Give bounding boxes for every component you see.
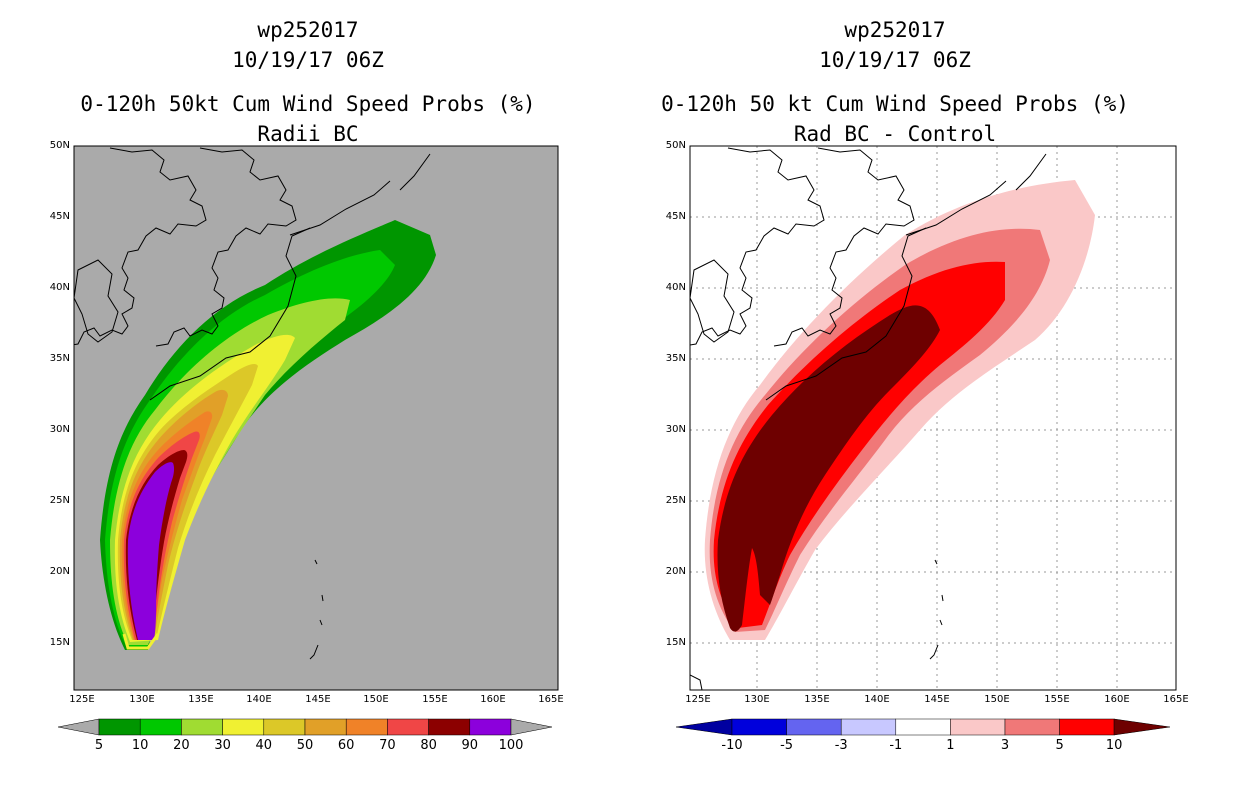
colorbar-swatch [181,718,223,736]
lat-label: 20N [49,566,70,577]
lon-label: 135E [188,694,214,705]
lon-label: 165E [1163,694,1189,705]
lon-label: 125E [685,694,711,705]
storm-id: wp252017 [257,18,359,42]
colorbar-swatch [731,718,787,736]
lon-label: 135E [804,694,830,705]
diff-10 [717,305,940,632]
lat-label: 35N [665,353,686,364]
colorbar-label: 20 [173,738,190,753]
lat-label: 40N [665,282,686,293]
colorbar-swatch [387,718,429,736]
lat-label: 15N [49,637,70,648]
lat-label: 50N [665,140,686,151]
colorbar-swatch [428,718,471,736]
lon-label: 165E [538,694,564,705]
lon-label: 155E [1044,694,1070,705]
colorbar-swatch [895,718,951,736]
difference-contours [690,147,1095,690]
colorbar-label: 100 [498,738,524,753]
lat-label: 25N [665,495,686,506]
right-map [689,145,1177,691]
lon-label: 140E [864,694,890,705]
colorbar-swatch [345,718,388,736]
colorbar-label: 80 [420,738,437,753]
lon-label: 150E [363,694,389,705]
contour-90 [127,462,175,640]
left-colorbar [57,718,553,736]
colorbar-label: 40 [255,738,273,753]
lon-label: 160E [1104,694,1130,705]
colorbar-swatch [469,718,512,736]
right-colorbar [675,718,1171,736]
lon-label: 140E [246,694,272,705]
init-time: 10/19/17 06Z [232,48,384,72]
init-time: 10/19/17 06Z [819,48,971,72]
right-panel-title: wp252017 10/19/17 06Z 0-120h 50 kt Cum W… [615,15,1175,149]
colorbar-label: 90 [461,738,479,753]
colorbar-swatch [786,718,842,736]
lat-label: 20N [665,566,686,577]
colorbar-label: -5 [780,738,794,753]
colorbar-label: 30 [214,738,231,753]
product-subtitle: Radii BC [257,122,359,146]
colorbar-label: 60 [337,738,355,753]
colorbar-swatch [304,718,347,736]
colorbar-swatch [950,718,1006,736]
lat-label: 30N [665,424,686,435]
colorbar-label: 5 [1055,738,1064,753]
lat-label: 45N [665,211,686,222]
lon-label: 155E [422,694,448,705]
contour-5 [100,220,436,650]
lat-label: 25N [49,495,70,506]
product-title: 0-120h 50 kt Cum Wind Speed Probs (%) [661,92,1129,116]
colorbar-label: 1 [946,738,955,753]
lon-label: 145E [305,694,331,705]
colorbar-swatch [222,718,265,736]
lat-label: 45N [49,211,70,222]
colorbar-label: 70 [379,738,396,753]
colorbar-label: 5 [94,738,104,753]
left-map [73,145,559,691]
colorbar-label: 10 [131,738,149,753]
lon-label: 130E [129,694,155,705]
colorbar-label: 50 [296,738,314,753]
lat-label: 40N [49,282,70,293]
probability-contours [74,147,436,660]
colorbar-label: 3 [1000,738,1010,753]
lon-label: 160E [480,694,506,705]
storm-id: wp252017 [844,18,946,42]
product-title: 0-120h 50kt Cum Wind Speed Probs (%) [80,92,536,116]
lat-label: 15N [665,637,686,648]
product-subtitle: Rad BC - Control [793,122,997,146]
lat-label: 35N [49,353,70,364]
colorbar-label: 10 [1105,738,1123,753]
lon-label: 150E [984,694,1010,705]
colorbar-swatch [98,718,141,736]
colorbar-swatch [840,718,897,736]
lat-label: 50N [49,140,70,151]
contour-edge-yellow [122,633,160,650]
colorbar-swatch [139,718,182,736]
lon-label: 125E [69,694,95,705]
colorbar-label: -10 [721,738,743,753]
coastlines [690,147,1047,690]
colorbar-swatch [263,718,306,736]
colorbar-swatch [1004,718,1060,736]
lon-label: 145E [924,694,950,705]
colorbar-swatch [1059,718,1115,736]
lat-label: 30N [49,424,70,435]
coastlines [74,147,431,660]
colorbar-label: -3 [834,738,848,753]
left-panel-title: wp252017 10/19/17 06Z 0-120h 50kt Cum Wi… [28,15,588,149]
colorbar-label: -1 [889,738,903,753]
lon-label: 130E [744,694,770,705]
